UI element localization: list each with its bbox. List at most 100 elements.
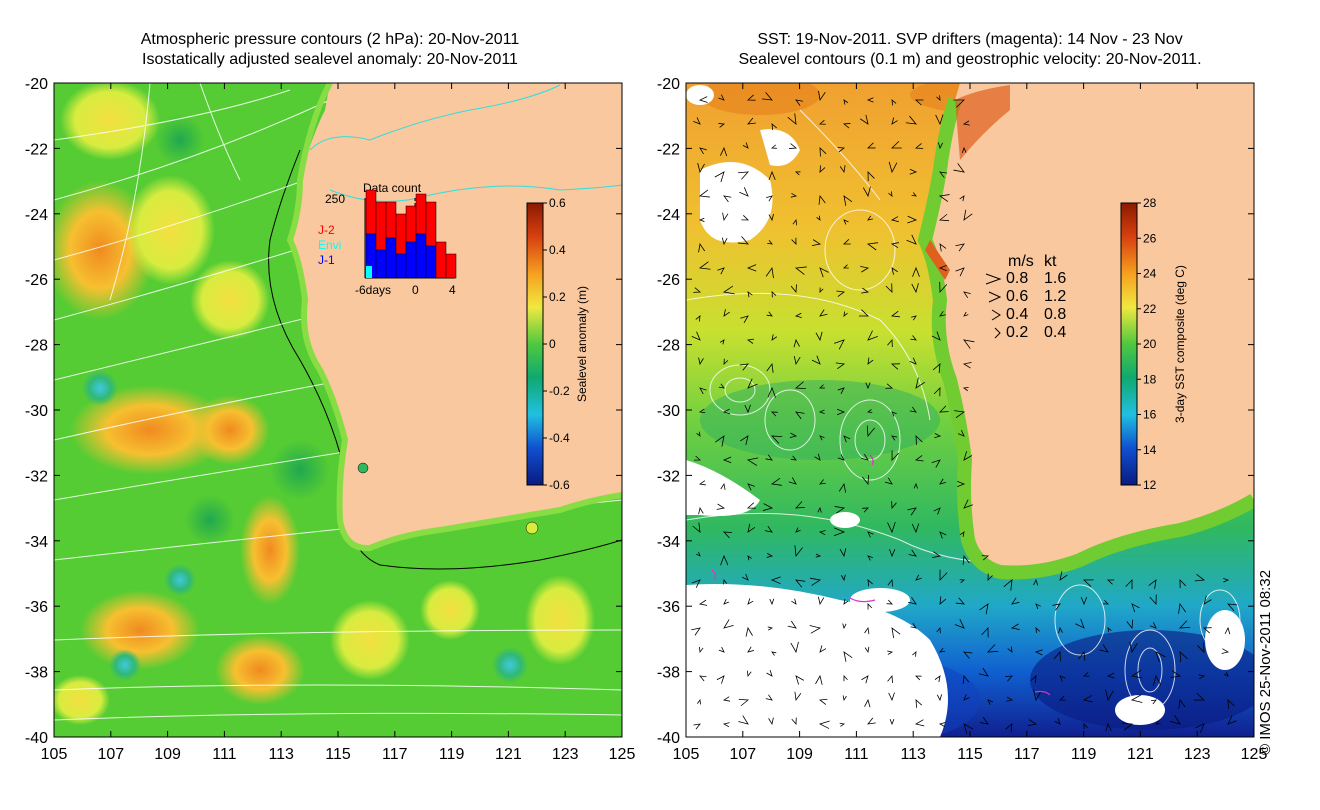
velocity-arrow: [794, 545, 803, 558]
velocity-arrow: [795, 411, 805, 420]
right-latitude-axis: -20 -22 -24 -26 -28 -30 -32 -34 -36 -38 -40: [657, 76, 1254, 747]
longitude-tick-label: 119: [1071, 746, 1097, 763]
velocity-arrow: [819, 165, 826, 173]
velocity-arrow: [766, 311, 773, 317]
velocity-arrow: [699, 646, 704, 654]
latitude-tick-label: -32: [25, 468, 48, 485]
velocity-arrow: [907, 215, 918, 224]
longitude-tick-label: 111: [844, 746, 868, 763]
nw-coast-feature: [955, 85, 1010, 160]
velocity-arrow: [891, 450, 899, 461]
velocity-arrow: [1179, 620, 1191, 629]
data-count-bars: [365, 189, 457, 279]
data-count-max: 250: [325, 192, 345, 206]
velocity-arrow: [723, 619, 734, 629]
velocity-arrow: [771, 435, 783, 444]
velocity-arrow: [1058, 626, 1063, 634]
velocity-arrow: [714, 435, 725, 447]
velocity-scale-arrow: [994, 327, 1001, 339]
velocity-arrow: [931, 331, 941, 341]
velocity-arrow: [771, 123, 777, 131]
velocity-arrow: [1007, 646, 1013, 653]
velocity-arrow: [1035, 603, 1041, 610]
velocity-arrow: [915, 574, 922, 581]
velocity-arrow: [1102, 600, 1109, 605]
velocity-arrow: [843, 99, 849, 105]
velocity-arrow: [1178, 698, 1186, 709]
velocity-arrow: [939, 647, 946, 653]
velocity-arrow: [699, 147, 707, 155]
velocity-arrow: [939, 311, 946, 317]
longitude-tick-label: 107: [729, 746, 756, 763]
velocity-arrow: [1178, 602, 1187, 614]
velocity-arrow: [698, 242, 706, 253]
velocity-arrow: [720, 146, 728, 157]
data-count-xlabel-zero: 0: [412, 283, 419, 297]
velocity-arrow: [771, 411, 778, 417]
velocity-arrow: [957, 480, 966, 488]
velocity-arrow: [938, 265, 947, 272]
colorbar-tick-label: 18: [1143, 372, 1157, 386]
velocity-arrow: [738, 698, 750, 707]
left-longitude-axis: 105 107 109 111 113 115 117 119 121 123 125: [41, 83, 636, 763]
velocity-ms-value: 0.2: [1006, 324, 1028, 341]
latitude-tick-label: -22: [657, 141, 680, 158]
velocity-arrow: [890, 310, 900, 318]
velocity-arrow: [722, 408, 731, 415]
velocity-arrow: [934, 675, 941, 683]
latitude-tick-label: -36: [657, 599, 680, 616]
island-marker: [357, 462, 369, 474]
velocity-arrow: [867, 215, 873, 221]
velocity-arrow: [789, 432, 798, 439]
colorbar-tick-label: 28: [1143, 196, 1157, 210]
velocity-arrow: [1221, 648, 1230, 654]
velocity-arrow: [794, 381, 806, 390]
velocity-arrow: [891, 140, 902, 149]
legend-j2: J-2: [318, 223, 335, 237]
velocity-arrow: [819, 435, 825, 441]
velocity-arrow: [915, 377, 926, 389]
velocity-arrow: [746, 94, 756, 101]
velocity-arrow: [1034, 649, 1043, 656]
data-count-bar-j2: [385, 201, 397, 239]
latitude-tick-label: -24: [657, 207, 680, 224]
velocity-arrow: [862, 186, 871, 198]
longitude-tick-label: 123: [1184, 746, 1211, 763]
velocity-arrow: [935, 114, 944, 126]
velocity-arrow: [1179, 579, 1187, 589]
velocity-arrow: [866, 425, 875, 438]
velocity-arrow: [694, 455, 702, 461]
data-count-xlabel-end: 4: [449, 283, 456, 297]
velocity-arrow: [793, 338, 800, 348]
velocity-arrow: [819, 267, 829, 278]
velocity-arrow: [765, 266, 774, 279]
velocity-arrow: [818, 194, 826, 205]
velocity-arrow: [738, 236, 749, 245]
data-count-bar-j1: [405, 241, 417, 279]
longitude-tick-label: 125: [609, 746, 636, 763]
velocity-arrow: [963, 311, 969, 317]
velocity-arrow: [1129, 641, 1138, 654]
longitude-tick-label: 105: [673, 746, 700, 763]
velocity-arrow: [698, 261, 711, 270]
longitude-tick-label: 117: [382, 746, 408, 763]
velocity-arrow: [766, 362, 774, 373]
velocity-arrow: [1099, 644, 1109, 653]
latitude-tick-label: -40: [25, 730, 48, 747]
velocity-arrow: [819, 645, 827, 653]
right-coast-green: [917, 97, 1254, 580]
velocity-arrow: [723, 599, 730, 605]
colorbar-tick-label: 0.6: [549, 196, 566, 210]
velocity-arrow: [1131, 603, 1140, 613]
velocity-arrow: [1082, 672, 1090, 677]
velocity-arrow: [890, 242, 899, 249]
velocity-arrow: [914, 99, 924, 106]
velocity-arrow: [790, 192, 798, 198]
velocity-arrow: [1227, 603, 1238, 612]
velocity-arrow: [1149, 622, 1157, 629]
velocity-arrow: [818, 119, 826, 125]
velocity-arrow: [887, 521, 896, 534]
colorbar-tick-label: 0.4: [549, 243, 566, 257]
velocity-arrow: [747, 378, 758, 389]
velocity-arrow: [842, 239, 851, 245]
